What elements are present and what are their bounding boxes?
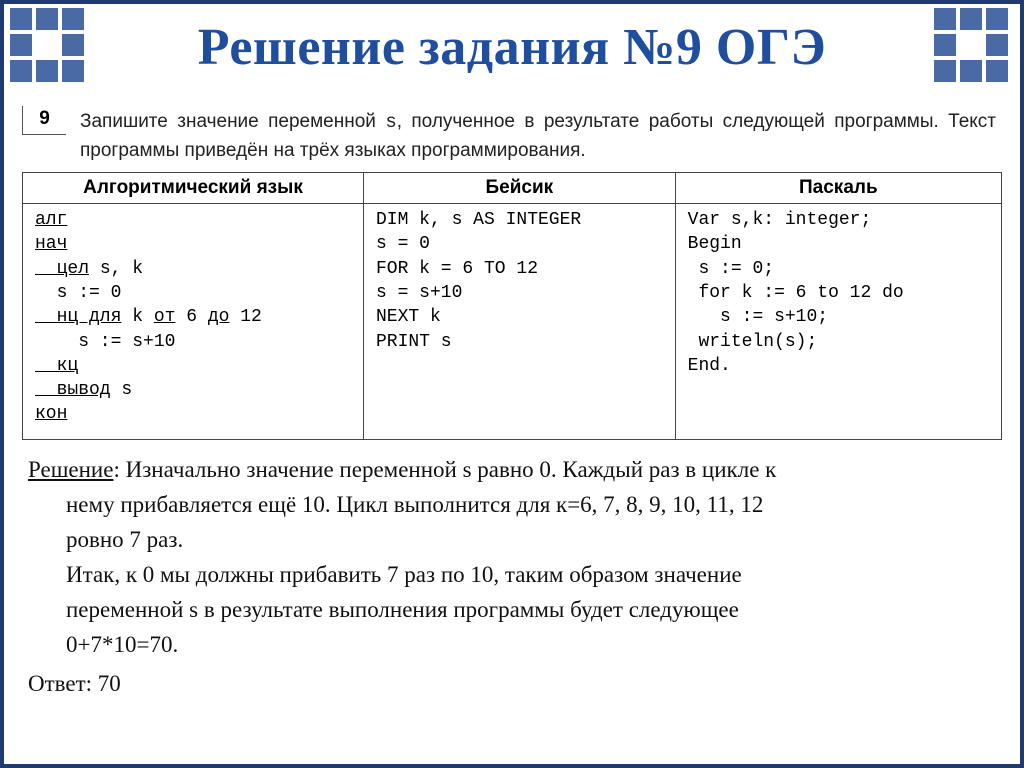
solution-line-1: Решение: Изначально значение переменной … <box>28 454 996 485</box>
problem-var: s <box>385 111 396 133</box>
solution-line-6: 0+7*10=70. <box>28 629 996 660</box>
answer-value: : 70 <box>86 671 121 696</box>
alg-l1: алг <box>35 210 67 230</box>
solution-line-2: нему прибавляется ещё 10. Цикл выполнитс… <box>28 489 996 520</box>
alg-l9: кон <box>35 404 67 424</box>
table-header-row: Алгоритмический язык Бейсик Паскаль <box>23 173 1002 204</box>
alg-l6: s := s+10 <box>35 332 175 352</box>
alg-l2: нач <box>35 234 67 254</box>
col-header-basic: Бейсик <box>363 173 675 204</box>
solution-p1a: : Изначально значение переменной s равно… <box>113 457 776 482</box>
alg-l7: кц <box>35 356 78 376</box>
code-cell-alg: алг нач цел s, k s := 0 нц для k от 6 до… <box>23 204 364 440</box>
alg-l3b: s, k <box>89 259 143 279</box>
slide-title: Решение задания №9 ОГЭ <box>4 18 1020 77</box>
solution-line-4: Итак, к 0 мы должны прибавить 7 раз по 1… <box>28 559 996 590</box>
col-header-alg: Алгоритмический язык <box>23 173 364 204</box>
alg-l5a: нц для <box>35 307 121 327</box>
problem-statement: Запишите значение переменной s, полученн… <box>80 108 1002 164</box>
solution-block: Решение: Изначально значение переменной … <box>22 454 1002 699</box>
col-header-pascal: Паскаль <box>675 173 1001 204</box>
code-table: Алгоритмический язык Бейсик Паскаль алг … <box>22 172 1002 440</box>
code-cell-basic: DIM k, s AS INTEGER s = 0 FOR k = 6 TO 1… <box>363 204 675 440</box>
problem-row: 9 Запишите значение переменной s, получе… <box>22 108 1002 164</box>
alg-l8b: s <box>111 380 133 400</box>
alg-l5c: от <box>154 307 176 327</box>
code-cell-pascal: Var s,k: integer; Begin s := 0; for k :=… <box>675 204 1001 440</box>
solution-line-3: ровно 7 раз. <box>28 524 996 555</box>
table-code-row: алг нач цел s, k s := 0 нц для k от 6 до… <box>23 204 1002 440</box>
slide-frame: Решение задания №9 ОГЭ 9 Запишите значен… <box>0 0 1024 768</box>
problem-number-box: 9 <box>22 106 66 135</box>
alg-l5b: k <box>121 307 153 327</box>
content-area: 9 Запишите значение переменной s, получе… <box>22 108 1002 703</box>
answer-line: Ответ: 70 <box>28 668 996 699</box>
alg-l8a: вывод <box>35 380 111 400</box>
alg-l5e: до <box>208 307 230 327</box>
alg-l4: s := 0 <box>35 283 121 303</box>
problem-text-before: Запишите значение переменной <box>80 111 385 132</box>
answer-label: Ответ <box>28 671 86 696</box>
alg-l5d: 6 <box>175 307 207 327</box>
solution-label: Решение <box>28 457 113 482</box>
alg-l3: цел <box>35 259 89 279</box>
alg-l5f: 12 <box>229 307 261 327</box>
solution-line-5: переменной s в результате выполнения про… <box>28 594 996 625</box>
